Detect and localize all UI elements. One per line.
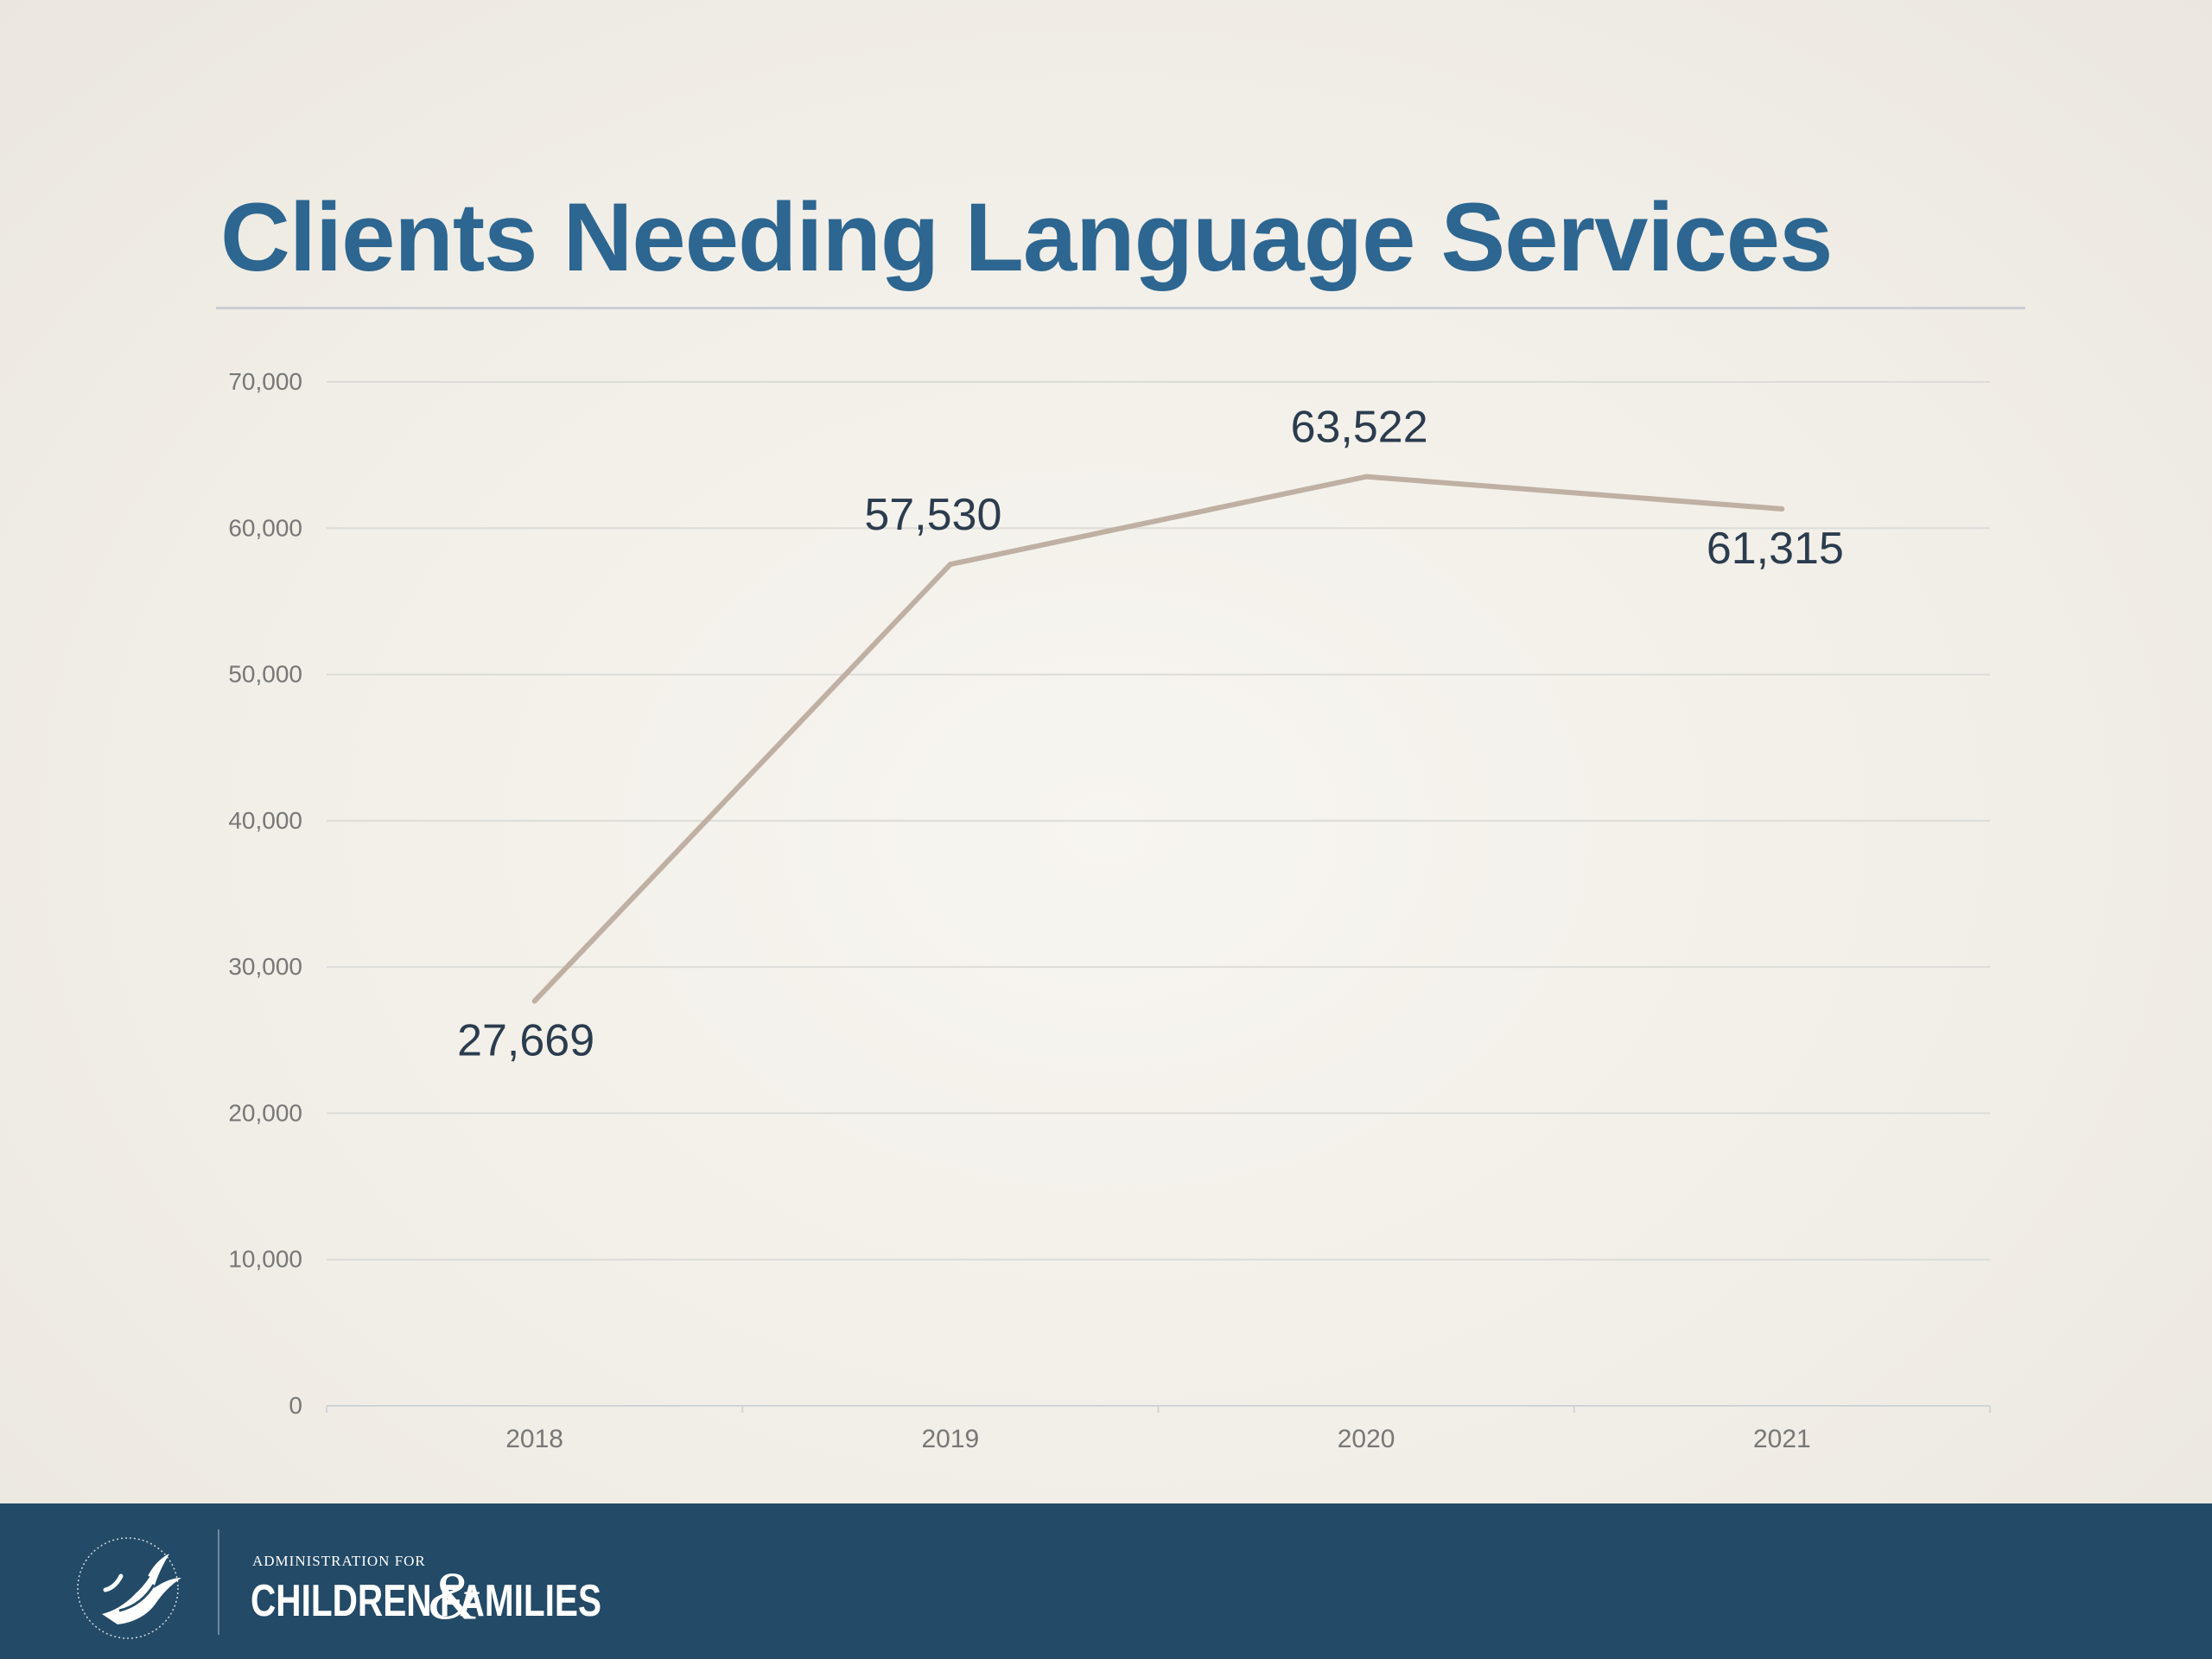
x-tick-label-2021: 2021 (1753, 1425, 1811, 1453)
y-tick-label-20000: 20,000 (228, 1099, 302, 1126)
data-labels: 27,669 57,530 63,522 61,315 (457, 403, 1844, 1066)
series-line-layer (531, 474, 1785, 1004)
slide-title: Clients Needing Language Services (220, 183, 1833, 291)
y-tick-label-60000: 60,000 (228, 514, 302, 541)
y-tick-label-10000: 10,000 (228, 1246, 302, 1273)
data-label-2019: 57,530 (864, 490, 1001, 540)
acf-logo-word-children: CHILDREN (251, 1576, 432, 1626)
title-divider (216, 307, 2025, 309)
footer-bar (0, 1503, 2212, 1659)
hhs-eagle-seal-icon (77, 1537, 181, 1639)
acf-logo-word-families: FAMILIES (440, 1576, 602, 1626)
data-label-2018: 27,669 (457, 1016, 594, 1066)
y-tick-label-0: 0 (289, 1392, 302, 1419)
y-tick-label-50000: 50,000 (228, 661, 302, 688)
x-tick-label-2020: 2020 (1338, 1425, 1395, 1453)
series-line-0 (531, 474, 1785, 1004)
data-label-2020: 63,522 (1291, 403, 1428, 453)
y-tick-label-40000: 40,000 (228, 807, 302, 834)
acf-logo-ampersand: & (427, 1558, 480, 1633)
footer-divider (218, 1529, 219, 1635)
y-axis-ticks: 0 10,000 20,000 30,000 40,000 50,000 60,000 70,… (228, 368, 302, 1419)
line-chart: 0 10,000 20,000 30,000 40,000 50,000 60,000 70,… (228, 368, 1991, 1453)
x-axis-ticks: 2018 2019 2020 2021 (326, 1406, 1991, 1453)
y-tick-label-70000: 70,000 (228, 368, 302, 395)
x-tick-label-2018: 2018 (505, 1425, 563, 1453)
y-tick-label-30000: 30,000 (228, 953, 302, 980)
data-label-2021: 61,315 (1707, 524, 1844, 574)
x-tick-label-2019: 2019 (922, 1425, 980, 1453)
admin-label: ADMINISTRATION FOR (252, 1553, 426, 1569)
acf-logo: CHILDREN & FAMILIES (251, 1558, 647, 1636)
gridlines (327, 381, 1990, 1407)
